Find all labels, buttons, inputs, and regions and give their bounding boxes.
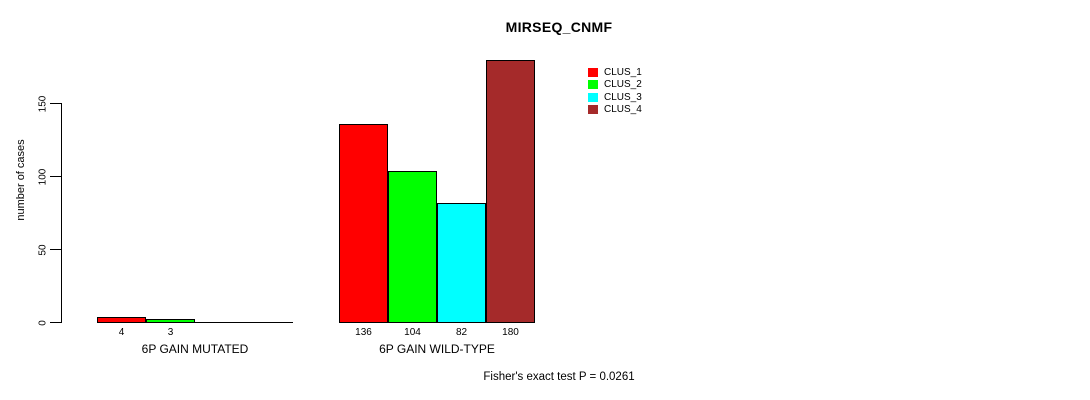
y-axis-tick (50, 249, 61, 250)
y-axis-label: number of cases (15, 139, 27, 221)
annotation-text: Fisher's exact test P = 0.0261 (483, 371, 635, 383)
legend-item: CLUS_1 (588, 66, 642, 78)
bar-value-label: 4 (118, 327, 125, 338)
y-axis-tick (50, 322, 61, 323)
y-tick-label: 0 (37, 319, 49, 326)
x-group-label: 6P GAIN WILD-TYPE (379, 342, 495, 356)
legend-item-label: CLUS_2 (604, 79, 642, 90)
legend-swatch-clus_2 (588, 80, 598, 89)
group-baseline (97, 322, 293, 323)
y-tick-label: 150 (37, 95, 49, 112)
bar-value-label: 104 (404, 327, 421, 338)
legend-item: CLUS_3 (588, 91, 642, 103)
bar-value-label: 82 (455, 327, 468, 338)
bar-value-label: 3 (167, 327, 174, 338)
y-axis-line (61, 103, 62, 323)
bar-value-label: 136 (355, 327, 372, 338)
legend-item-label: CLUS_4 (604, 104, 642, 115)
legend-swatch-clus_1 (588, 67, 598, 77)
chart-title: MIRSEQ_CNMF (505, 19, 613, 35)
y-axis-tick (50, 103, 61, 104)
legend-item: CLUS_4 (588, 104, 642, 116)
legend-item-label: CLUS_3 (604, 91, 642, 103)
legend-swatch-clus_4 (588, 105, 598, 114)
y-tick-label: 50 (37, 243, 49, 256)
bar-value-label: 180 (502, 327, 519, 338)
legend: CLUS_1 CLUS_2 CLUS_3 CLUS_4 (588, 66, 642, 116)
legend-swatch-clus_3 (588, 92, 598, 102)
bar (388, 171, 437, 323)
y-tick-label: 100 (37, 168, 49, 185)
legend-item-label: CLUS_1 (604, 66, 642, 78)
bar (437, 203, 486, 323)
x-group-label: 6P GAIN MUTATED (141, 342, 249, 356)
y-axis-tick (50, 176, 61, 177)
bar (486, 60, 535, 323)
bar (97, 317, 146, 323)
bar (339, 124, 388, 323)
legend-item: CLUS_2 (588, 79, 642, 91)
bar (146, 319, 195, 323)
